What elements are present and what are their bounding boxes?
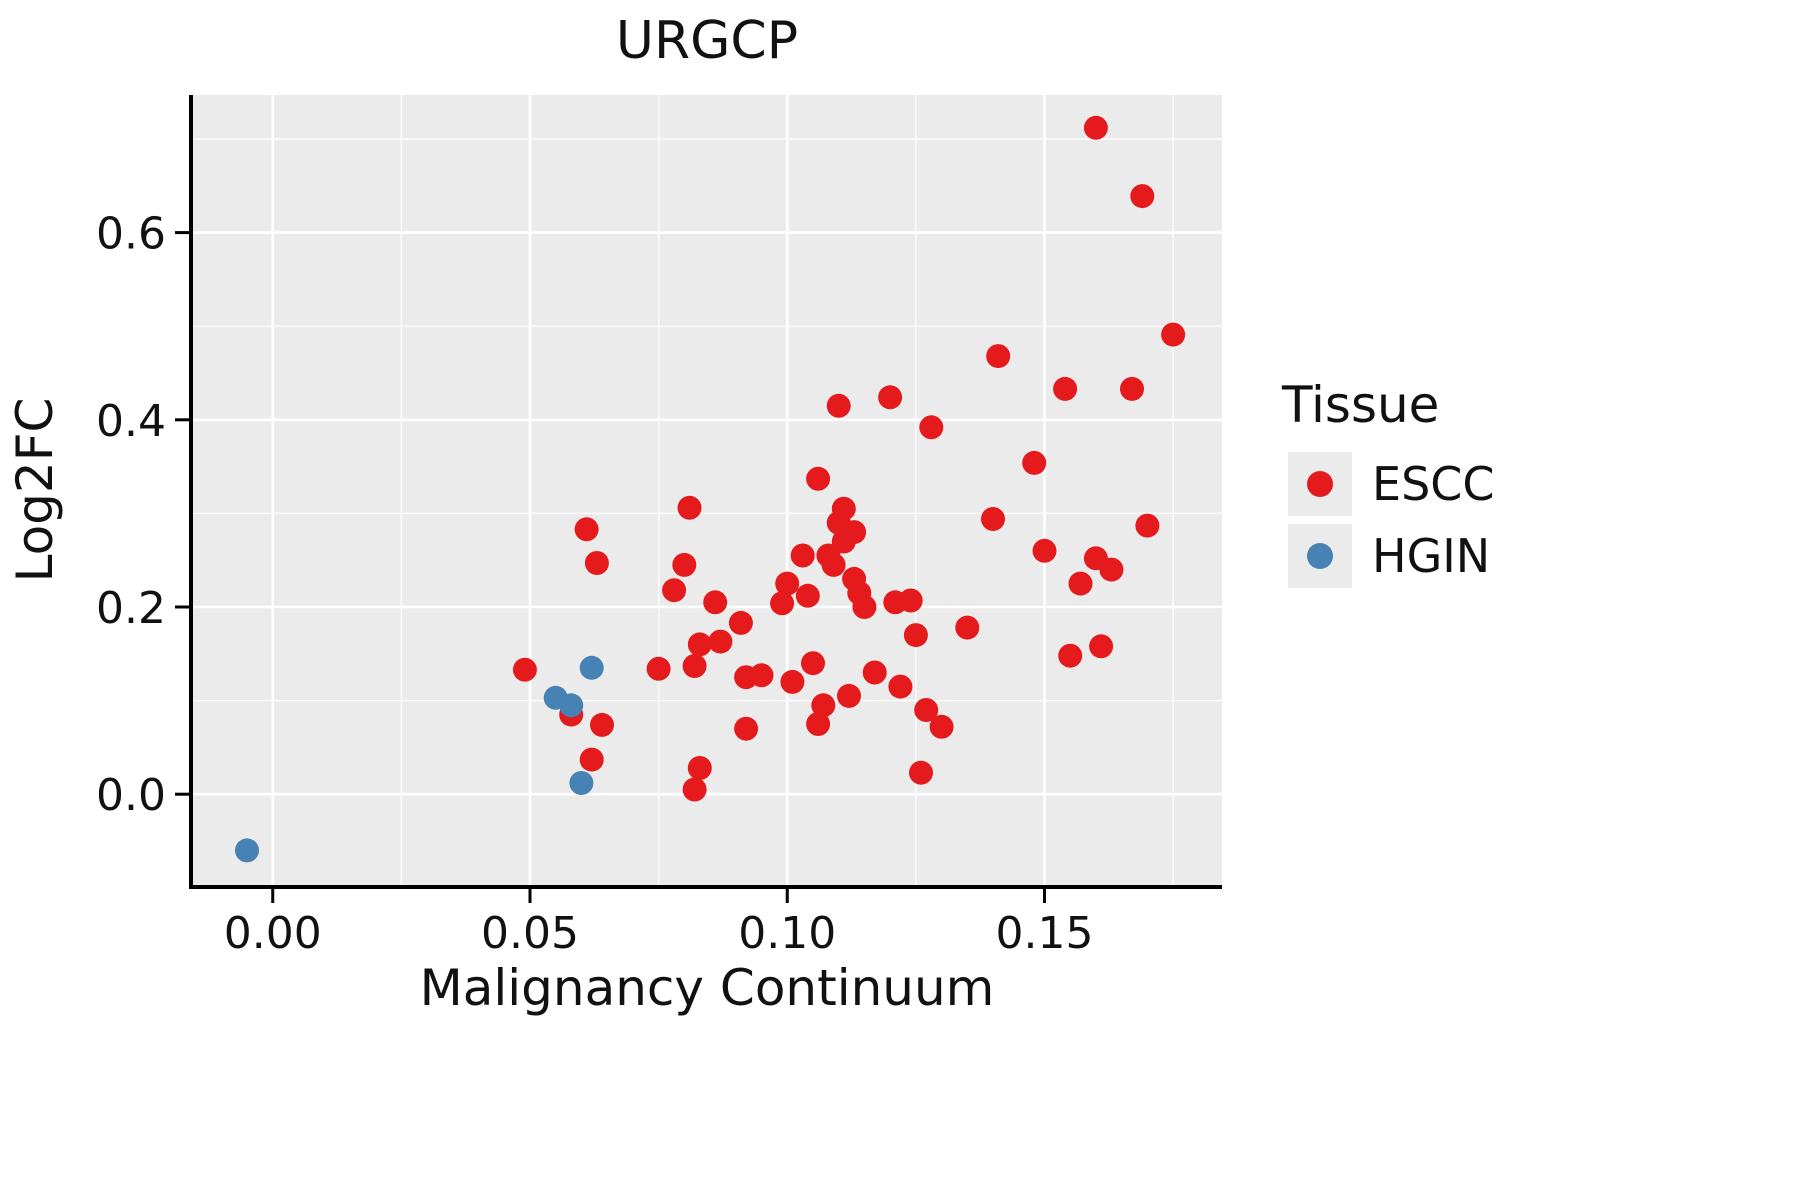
x-tick-label: 0.15: [996, 908, 1094, 959]
legend-label-escc: ESCC: [1372, 457, 1495, 511]
data-point-escc: [801, 651, 825, 676]
x-tick-label: 0.05: [481, 908, 579, 959]
data-point-escc: [903, 623, 928, 648]
data-point-escc: [708, 629, 733, 654]
data-point-escc: [728, 610, 753, 635]
data-point-escc: [888, 674, 913, 699]
data-point-escc: [1120, 376, 1144, 401]
data-point-escc: [780, 669, 805, 694]
data-point-escc: [806, 466, 831, 491]
data-point-hgin: [559, 693, 584, 718]
data-point-escc: [919, 415, 944, 440]
data-point-escc: [790, 543, 815, 568]
data-point-escc: [878, 385, 903, 410]
data-point-escc: [1058, 643, 1083, 668]
x-axis-ticks: 0.00 0.05 0.10 0.15: [224, 889, 1094, 959]
data-point-escc: [898, 588, 923, 613]
data-point-escc: [584, 551, 609, 575]
legend: Tissue ESCC HGIN: [1281, 376, 1495, 588]
data-point-escc: [682, 777, 707, 802]
data-point-escc: [1032, 538, 1057, 563]
data-point-escc: [826, 393, 851, 418]
data-point-escc: [775, 571, 800, 596]
data-point-escc: [646, 656, 671, 681]
legend-title: Tissue: [1281, 376, 1439, 434]
y-axis-ticks: 0.0 0.2 0.4 0.6: [96, 209, 189, 821]
legend-label-hgin: HGIN: [1372, 529, 1490, 583]
hgin-legend-dot: [1307, 543, 1333, 569]
data-point-escc: [512, 657, 537, 682]
data-point-escc: [955, 615, 980, 640]
data-point-escc: [1089, 634, 1114, 659]
data-point-escc: [1083, 115, 1108, 140]
data-point-hgin: [235, 838, 259, 863]
data-point-escc: [1099, 557, 1124, 582]
data-point-escc: [770, 591, 795, 616]
data-point-escc: [1053, 376, 1078, 401]
y-tick-label: 0.0: [96, 770, 166, 821]
x-tick-label: 0.00: [224, 908, 322, 959]
data-point-escc: [1068, 571, 1093, 596]
data-point-escc: [579, 747, 604, 772]
data-point-escc: [929, 714, 954, 739]
x-axis-label: Malignancy Continuum: [420, 959, 995, 1017]
data-point-escc: [590, 712, 614, 737]
x-tick-label: 0.10: [738, 908, 836, 959]
data-point-hgin: [579, 655, 604, 680]
data-point-escc: [842, 520, 867, 545]
data-point-escc: [852, 595, 877, 619]
y-tick-label: 0.6: [96, 209, 166, 260]
data-point-escc: [687, 756, 712, 780]
data-point-escc: [1130, 184, 1155, 209]
plot-panel: [193, 95, 1222, 885]
data-point-escc: [986, 344, 1011, 369]
data-point-escc: [734, 716, 759, 741]
y-tick-label: 0.4: [96, 396, 166, 447]
data-point-escc: [981, 507, 1005, 531]
data-point-escc: [1135, 513, 1160, 538]
data-point-hgin: [569, 771, 594, 795]
data-point-escc: [672, 552, 697, 577]
y-axis-label: Log2FC: [6, 398, 64, 583]
data-point-escc: [1161, 322, 1186, 347]
data-point-escc: [682, 654, 707, 678]
data-point-escc: [862, 660, 887, 685]
data-point-escc: [677, 495, 702, 520]
data-point-escc: [795, 583, 820, 608]
data-point-escc: [1022, 450, 1047, 475]
data-point-escc: [806, 712, 831, 736]
data-point-escc: [574, 517, 599, 542]
data-points: [235, 115, 1186, 863]
data-point-escc: [703, 590, 728, 615]
minor-gridlines: [193, 95, 1222, 885]
data-point-escc: [662, 578, 687, 603]
data-point-escc: [811, 693, 836, 718]
data-point-escc: [821, 552, 846, 577]
data-point-escc: [837, 683, 861, 708]
y-tick-label: 0.2: [96, 583, 166, 634]
data-point-escc: [687, 632, 712, 657]
data-point-escc: [749, 663, 774, 688]
data-point-escc: [831, 496, 856, 521]
chart-title: URGCP: [616, 11, 798, 71]
data-point-escc: [914, 698, 939, 722]
data-point-escc: [909, 760, 933, 785]
escc-legend-dot: [1307, 471, 1333, 497]
